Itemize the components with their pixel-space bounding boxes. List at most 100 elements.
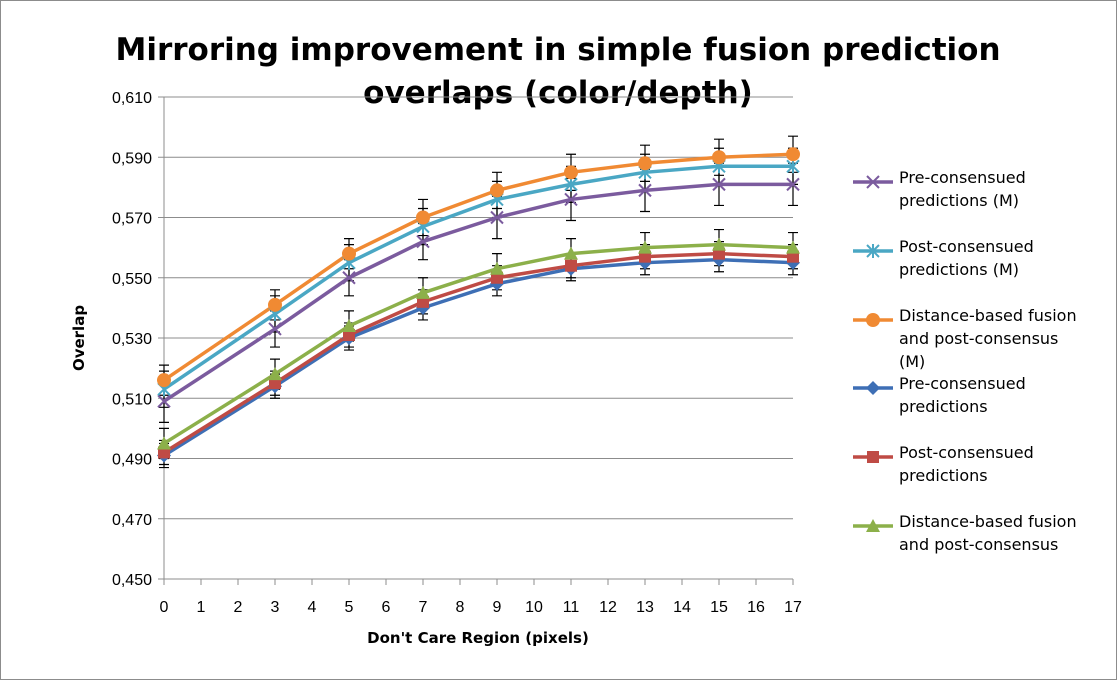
x-tick-label: 8 <box>456 599 465 616</box>
chart-title: Mirroring improvement in simple fusion p… <box>115 32 1000 111</box>
data-point <box>490 210 504 225</box>
data-point <box>712 150 726 165</box>
y-axis-title: Overlap <box>70 305 88 371</box>
chart-title-line-1: Mirroring improvement in simple fusion p… <box>115 32 1000 68</box>
x-tick-label: 3 <box>271 599 280 616</box>
x-tick-label: 13 <box>636 599 654 616</box>
legend-label: Post-consensued <box>899 237 1034 256</box>
data-point <box>416 285 430 299</box>
data-point <box>490 261 504 275</box>
data-point <box>712 237 726 251</box>
x-tick-label: 6 <box>382 599 391 616</box>
x-tick-label: 17 <box>784 599 802 616</box>
data-point <box>786 159 800 174</box>
chart-title-line-2: overlaps (color/depth) <box>363 75 753 111</box>
data-point <box>158 446 170 459</box>
data-point <box>564 165 578 180</box>
legend-label: Pre-consensued <box>899 168 1026 187</box>
legend-swatch-marker <box>866 381 880 395</box>
legend-item: Pre-consensued predictions (M) <box>853 168 1026 210</box>
y-tick-label: 0,550 <box>112 271 152 288</box>
legend-item: Distance-based fusion and post-consensus <box>853 512 1077 554</box>
x-tick-label: 16 <box>747 599 765 616</box>
data-point <box>269 377 281 390</box>
x-axis-title: Don't Care Region (pixels) <box>367 629 589 647</box>
legend-label: and post-consensus <box>899 329 1058 348</box>
data-point <box>564 192 578 207</box>
legend-label: Distance-based fusion <box>899 306 1077 325</box>
data-point <box>268 322 282 336</box>
legend-item: Pre-consensued predictions <box>853 374 1026 416</box>
x-tick-label: 1 <box>197 599 206 616</box>
legend-swatch-marker <box>867 451 879 463</box>
data-point <box>786 177 800 192</box>
series-lines <box>163 152 794 457</box>
data-point <box>268 297 282 312</box>
y-tick-label: 0,490 <box>112 452 152 469</box>
data-point <box>490 183 504 198</box>
data-point <box>342 318 356 332</box>
data-point <box>786 240 800 254</box>
data-point <box>157 436 171 450</box>
legend-item: Post-consensued predictions (M) <box>853 237 1034 279</box>
x-tick-label: 2 <box>234 599 243 616</box>
x-tick-label: 0 <box>160 599 169 616</box>
y-tick-label: 0,590 <box>112 150 152 167</box>
data-point <box>638 240 652 254</box>
data-point <box>712 252 726 267</box>
legend-label: Pre-consensued <box>899 374 1026 393</box>
data-point <box>786 147 800 162</box>
y-tick-label: 0,470 <box>112 512 152 529</box>
x-tick-label: 11 <box>563 599 580 616</box>
series-line <box>163 152 794 382</box>
y-tick-label: 0,530 <box>112 331 152 348</box>
data-point <box>713 247 725 260</box>
data-point <box>638 183 652 198</box>
data-point <box>639 250 651 263</box>
legend-label: Distance-based fusion <box>899 512 1077 531</box>
x-tick-label: 5 <box>345 599 354 616</box>
legend-label: Post-consensued <box>899 443 1034 462</box>
y-tick-label: 0,450 <box>112 572 152 589</box>
data-point <box>342 271 356 285</box>
data-point <box>268 367 282 381</box>
legend-label: and post-consensus <box>899 535 1058 554</box>
x-tick-label: 4 <box>308 599 317 616</box>
data-point <box>491 271 503 284</box>
data-point <box>416 210 430 225</box>
legend-label: (M) <box>899 352 925 371</box>
series-markers <box>157 147 800 463</box>
y-tick-label: 0,510 <box>112 391 152 408</box>
x-tick-label: 7 <box>419 599 428 616</box>
series-line <box>163 242 794 445</box>
series-line <box>163 182 793 403</box>
axes <box>158 96 794 585</box>
data-point <box>417 295 429 308</box>
x-tick-label: 12 <box>599 599 617 616</box>
data-point <box>787 250 799 263</box>
y-axis-ticks: 0,450 0,470 0,490 0,510 0,530 0,550 0,570 0,590… <box>112 90 152 589</box>
legend-label: predictions <box>899 466 988 485</box>
data-point <box>157 394 171 408</box>
legend-label: predictions <box>899 397 988 416</box>
data-point <box>565 259 577 272</box>
legend-swatch-marker <box>866 244 880 258</box>
x-tick-label: 9 <box>493 599 502 616</box>
x-tick-label: 14 <box>673 599 691 616</box>
y-tick-label: 0,570 <box>112 211 152 228</box>
legend-item: Post-consensued predictions <box>853 443 1034 485</box>
legend-label: predictions (M) <box>899 191 1019 210</box>
y-tick-label: 0,610 <box>112 90 152 107</box>
legend-swatch-marker <box>866 519 880 532</box>
legend: Pre-consensued predictions (M) Post-consen… <box>853 168 1077 554</box>
data-point <box>638 156 652 171</box>
series-line <box>163 257 794 457</box>
legend-item: Distance-based fusion and post-consensus (… <box>853 306 1077 371</box>
data-point <box>157 373 171 388</box>
data-point <box>712 177 726 192</box>
x-axis-ticks: 0 1 2 3 4 5 6 7 8 9 10 11 12 13 14 15 16 17 <box>160 599 802 616</box>
data-point <box>564 246 578 260</box>
x-tick-label: 15 <box>710 599 728 616</box>
